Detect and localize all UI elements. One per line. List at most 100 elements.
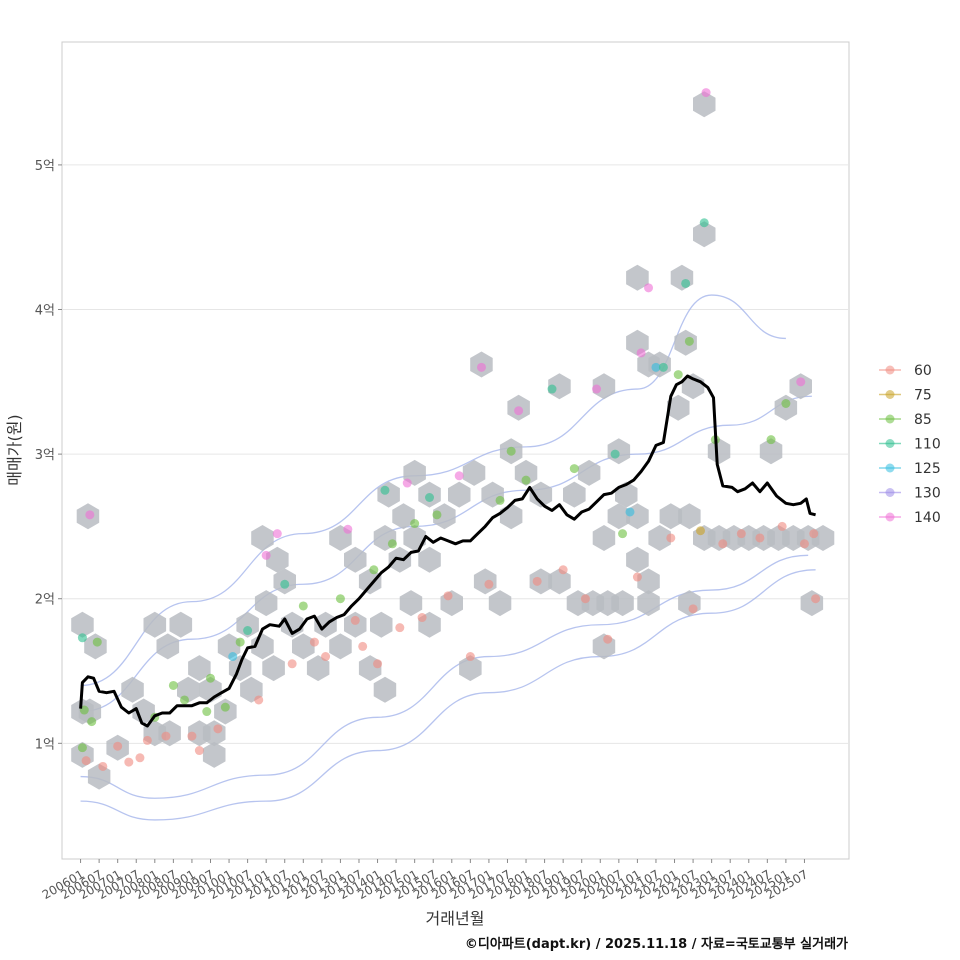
data-point	[603, 634, 613, 644]
data-point	[228, 652, 238, 662]
hexbin	[759, 438, 783, 465]
hexbin	[707, 438, 731, 465]
density-contour	[80, 569, 816, 821]
hexbin	[358, 568, 382, 595]
hexbin	[418, 546, 441, 573]
y-tick-label: 2억	[35, 593, 55, 608]
data-point	[350, 615, 360, 625]
hexbin	[121, 676, 144, 703]
data-point	[180, 695, 190, 705]
hexbin	[611, 590, 634, 617]
data-point	[298, 601, 308, 611]
data-point	[395, 623, 405, 633]
legend-key-point	[885, 365, 895, 375]
data-point	[651, 362, 661, 372]
data-point	[796, 377, 806, 387]
hexbin	[202, 741, 226, 768]
legend: 60 75 85 110 125 130 140	[879, 363, 941, 526]
hexbin	[637, 590, 660, 617]
hexbin	[637, 568, 660, 595]
hexbin	[344, 546, 367, 573]
data-point	[484, 579, 494, 589]
hexbin	[236, 611, 259, 638]
data-point	[309, 637, 319, 647]
hexbin	[188, 655, 211, 682]
data-point	[335, 594, 345, 604]
hexbin	[648, 525, 671, 551]
data-point	[358, 641, 368, 651]
hexbin	[563, 481, 586, 508]
legend-key-point	[885, 390, 895, 399]
data-point	[92, 637, 102, 647]
data-point	[425, 492, 435, 502]
density-contour	[80, 294, 786, 687]
data-point	[417, 613, 427, 623]
data-point	[673, 370, 683, 380]
hexbin	[462, 459, 486, 486]
hexbin	[266, 546, 289, 573]
y-tick-label: 5억	[35, 159, 55, 174]
data-point	[124, 757, 134, 767]
hexbin	[459, 655, 482, 682]
hexbin	[373, 676, 397, 703]
legend-label: 75	[914, 388, 932, 404]
data-point	[696, 526, 706, 536]
data-point	[254, 695, 264, 705]
data-point	[547, 384, 557, 394]
legend-label: 110	[914, 437, 941, 453]
data-point	[373, 659, 383, 669]
data-point	[632, 572, 642, 582]
hexbin	[251, 525, 274, 551]
data-point	[476, 362, 486, 372]
hexbin	[399, 590, 423, 617]
data-point	[98, 761, 108, 771]
y-axis: 1억 2억 3억 4억 5억	[35, 159, 62, 752]
data-point	[495, 495, 505, 505]
data-point	[688, 604, 698, 614]
trend-line	[79, 374, 816, 728]
y-axis-title: 매매가(원)	[5, 414, 24, 485]
data-point	[432, 510, 442, 520]
data-point	[243, 626, 253, 636]
data-point	[410, 519, 420, 529]
data-point	[644, 283, 654, 293]
data-point	[454, 471, 464, 481]
hexbin	[433, 503, 456, 530]
data-point	[558, 565, 568, 575]
data-point	[369, 565, 379, 575]
data-point	[287, 659, 297, 669]
data-point	[666, 533, 676, 543]
legend-key-point	[885, 439, 895, 448]
hexbin	[262, 655, 285, 682]
data-point	[736, 529, 746, 539]
data-point	[194, 746, 204, 756]
legend-label: 60	[914, 363, 932, 379]
y-tick-label: 4억	[35, 304, 55, 319]
hexbin	[577, 459, 601, 486]
hexbin	[626, 546, 649, 573]
hexbin	[667, 394, 690, 421]
data-point	[168, 680, 178, 690]
data-point	[272, 529, 282, 539]
data-point	[135, 753, 145, 763]
data-point	[402, 478, 412, 488]
hexbin	[529, 481, 553, 508]
y-tick-label: 1억	[35, 737, 55, 752]
hexbin	[607, 503, 631, 530]
hexbin	[71, 611, 94, 638]
trend-layer	[79, 374, 816, 728]
data-point	[220, 702, 230, 712]
legend-key-point	[885, 414, 895, 424]
data-point	[202, 707, 212, 717]
data-point	[636, 348, 646, 358]
data-point	[142, 735, 152, 745]
data-point	[755, 533, 765, 543]
data-point	[321, 652, 331, 662]
data-point	[610, 449, 620, 459]
data-point	[380, 485, 390, 495]
caption: ©디아파트(dapt.kr) / 2025.11.18 / 자료=국토교통부 실…	[465, 936, 848, 952]
data-point	[213, 724, 223, 734]
hexbin	[488, 590, 512, 617]
data-point	[658, 362, 668, 372]
